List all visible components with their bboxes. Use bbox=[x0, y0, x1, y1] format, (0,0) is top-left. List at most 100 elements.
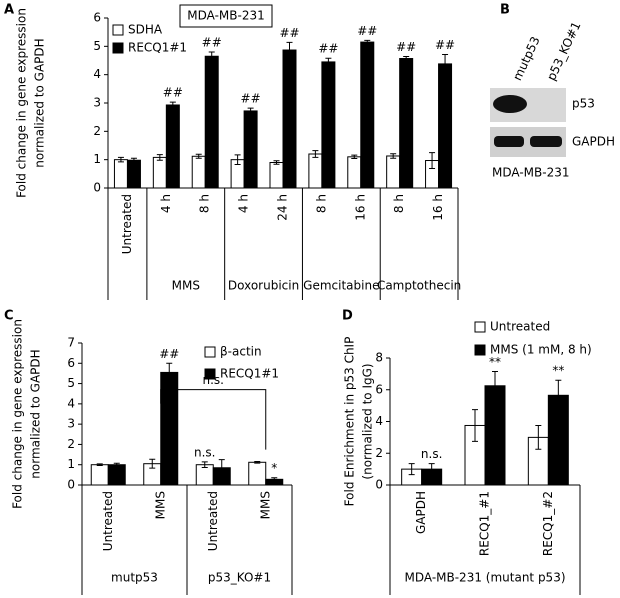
legend-label: SDHA bbox=[128, 23, 163, 37]
legend-swatch bbox=[204, 368, 216, 380]
legend-swatch bbox=[204, 346, 216, 358]
error-bar bbox=[254, 460, 261, 464]
y-tick-label: 1 bbox=[67, 457, 75, 471]
western-blot: mutp53 p53_KO#1 p53 GAPDH MDA-MB-231 bbox=[490, 20, 615, 180]
y-tick-label: 0 bbox=[375, 478, 383, 492]
lane-label: mutp53 bbox=[510, 34, 543, 82]
bar-chart: 0 1 2 3 4 5 6 7 Fold change in gene expression no… bbox=[11, 319, 293, 595]
annotation: ## bbox=[202, 36, 222, 50]
bar bbox=[282, 49, 297, 189]
y-tick-label: 6 bbox=[67, 356, 75, 370]
annotation: ## bbox=[241, 92, 261, 106]
legend-swatch bbox=[112, 24, 124, 36]
y-axis-label: Fold Enrichment in p53 ChIP bbox=[343, 337, 357, 507]
chart-title: MDA-MB-231 bbox=[187, 9, 264, 23]
x-tick-label: Untreated bbox=[101, 491, 115, 551]
y-tick-label: 4 bbox=[93, 67, 101, 81]
blot-band bbox=[530, 136, 562, 147]
error-bar bbox=[472, 409, 478, 442]
annotation: * bbox=[271, 461, 277, 475]
annotation: ## bbox=[318, 42, 338, 56]
bar bbox=[204, 55, 219, 189]
error-bar bbox=[156, 154, 163, 161]
x-tick-label: 24 h bbox=[276, 194, 290, 221]
error-bar bbox=[428, 463, 435, 476]
annotation: ## bbox=[279, 26, 299, 40]
x-tick-label: 8 h bbox=[392, 194, 406, 213]
y-tick-label: 3 bbox=[93, 96, 101, 110]
legend-swatch bbox=[474, 321, 486, 333]
annotation: ## bbox=[163, 86, 183, 100]
x-tick-label: 16 h bbox=[431, 194, 445, 221]
group-label: MMS bbox=[172, 279, 200, 293]
group-label: Doxorubicin bbox=[228, 279, 299, 293]
error-bar bbox=[149, 458, 156, 469]
bar bbox=[152, 156, 167, 189]
x-tick-label: Untreated bbox=[120, 194, 134, 254]
bar-chart: 0 1 2 3 4 5 6 Fold change in gene expression nor… bbox=[15, 4, 461, 300]
annotation: ** bbox=[552, 364, 564, 378]
error-bar bbox=[208, 51, 215, 61]
bar bbox=[113, 159, 128, 189]
bar bbox=[126, 159, 141, 189]
y-tick-label: 6 bbox=[375, 382, 383, 396]
bar bbox=[248, 461, 267, 486]
bar bbox=[438, 63, 453, 189]
bar bbox=[269, 162, 284, 189]
band-label: p53 bbox=[572, 97, 595, 111]
error-bar bbox=[535, 424, 542, 450]
y-tick-label: 8 bbox=[375, 351, 383, 365]
error-bar bbox=[113, 462, 120, 467]
group-label: MDA-MB-231 (mutant p53) bbox=[404, 571, 565, 585]
bar bbox=[347, 156, 362, 189]
bar bbox=[191, 155, 206, 189]
error-bar bbox=[492, 370, 498, 401]
y-axis-label: Fold change in gene expression bbox=[15, 8, 29, 198]
error-bar bbox=[234, 154, 241, 165]
x-tick-label: GAPDH bbox=[414, 491, 428, 534]
error-bar bbox=[96, 463, 103, 467]
bar bbox=[321, 61, 336, 189]
error-bar bbox=[195, 153, 202, 159]
bar-chart: 0 2 4 6 8 Fold Enrichment in p53 ChIP (normali… bbox=[343, 320, 592, 595]
bar bbox=[90, 464, 109, 486]
error-bar bbox=[364, 39, 371, 45]
legend-label: RECQ1#1 bbox=[128, 41, 187, 55]
annotation: ## bbox=[159, 347, 179, 361]
legend-swatch bbox=[112, 42, 124, 54]
error-bar bbox=[166, 362, 173, 383]
cell-line-label: MDA-MB-231 bbox=[492, 166, 569, 180]
y-axis-label: normalized to GAPDH bbox=[29, 349, 43, 478]
y-axis-label: normalized to GAPDH bbox=[33, 38, 47, 167]
error-bar bbox=[273, 160, 280, 165]
x-tick-label: 4 h bbox=[159, 194, 173, 213]
error-bar bbox=[408, 463, 415, 476]
error-bar bbox=[130, 157, 137, 163]
error-bar bbox=[351, 154, 358, 160]
annotation: n.s. bbox=[194, 445, 216, 459]
bar bbox=[165, 104, 180, 189]
error-bar bbox=[442, 54, 449, 74]
annotation: n.s. bbox=[421, 447, 443, 461]
error-bar bbox=[201, 461, 208, 469]
y-axis-label: Fold change in gene expression bbox=[11, 319, 25, 509]
legend-label: RECQ1#1 bbox=[220, 367, 279, 381]
y-tick-label: 2 bbox=[93, 124, 101, 138]
bar bbox=[386, 155, 401, 189]
y-tick-label: 1 bbox=[93, 152, 101, 166]
error-bar bbox=[286, 41, 293, 59]
legend-label: β-actin bbox=[220, 345, 262, 359]
panel-label: A bbox=[4, 3, 14, 18]
bar bbox=[107, 464, 126, 486]
blot-band bbox=[494, 136, 524, 147]
annotation: ## bbox=[396, 40, 416, 54]
band-label: GAPDH bbox=[572, 135, 615, 149]
x-tick-label: RECQ1_#2 bbox=[541, 491, 555, 556]
group-label: Camptothecin bbox=[377, 279, 461, 293]
x-tick-label: Untreated bbox=[206, 491, 220, 551]
error-bar bbox=[403, 56, 410, 61]
error-bar bbox=[247, 107, 254, 115]
annotation: ** bbox=[489, 355, 501, 369]
x-tick-label: MMS bbox=[153, 491, 167, 519]
